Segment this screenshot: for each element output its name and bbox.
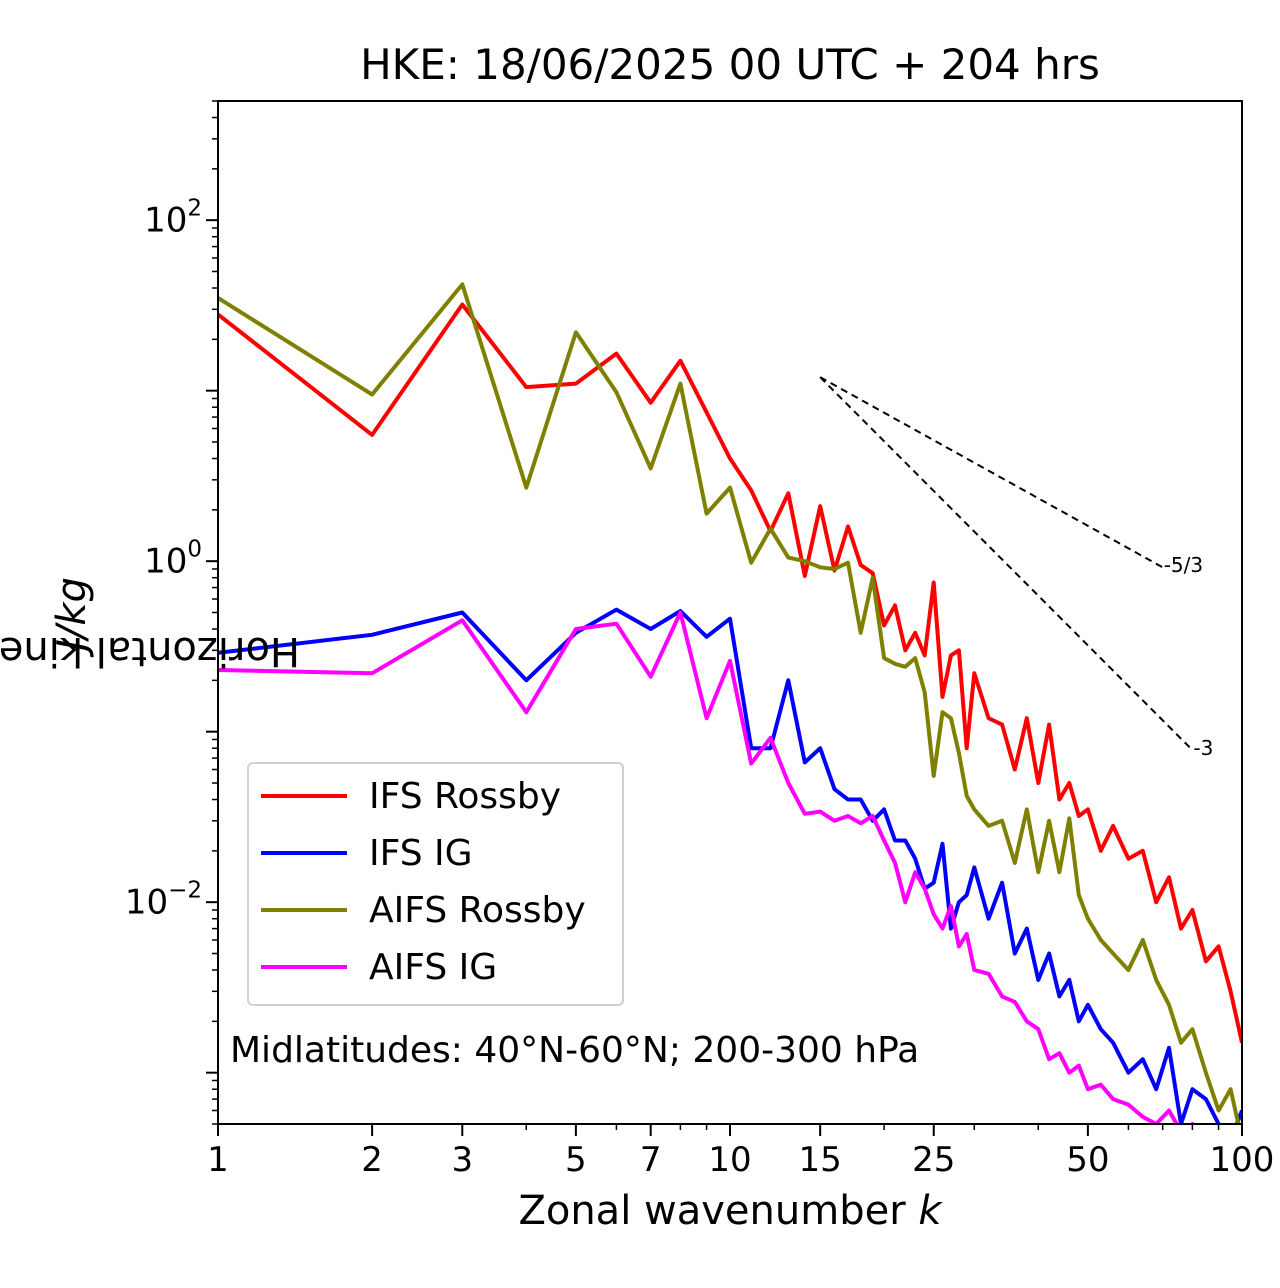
series-lines: [218, 282, 1242, 1124]
x-axis-label-var: k: [918, 1188, 942, 1234]
y-tick-label: 102: [144, 195, 202, 241]
reference-slopes: [819, 376, 1194, 751]
y-tick-label: 100: [144, 536, 202, 582]
x-tick-label: 10: [708, 1140, 752, 1180]
legend-item-ifs-rossby: IFS Rossby: [261, 775, 562, 817]
plot-frame: [217, 100, 1243, 1125]
legend-label: IFS Rossby: [369, 775, 562, 817]
slope-label: -3: [1193, 736, 1214, 761]
x-tick-label: 1: [207, 1140, 229, 1180]
legend-label: AIFS IG: [369, 946, 498, 988]
slope-label: -5/3: [1163, 553, 1204, 578]
x-tick-label: 3: [451, 1140, 474, 1180]
x-tick-label: 15: [798, 1140, 842, 1180]
series-line-ifs-ig: [218, 607, 1242, 1124]
reference-slope-line: [819, 376, 1164, 569]
x-tick-label: 7: [639, 1140, 662, 1180]
x-axis-label: Zonal wavenumber k: [218, 1188, 1242, 1234]
legend-label: AIFS Rossby: [369, 889, 586, 931]
x-axis-label-text: Zonal wavenumber: [518, 1188, 906, 1234]
legend-swatch: [261, 965, 347, 969]
legend-label: IFS IG: [369, 832, 473, 874]
series-line-aifs-rossby: [218, 282, 1241, 1124]
x-tick-label: 50: [1066, 1140, 1110, 1180]
x-tick-label: 5: [565, 1140, 587, 1180]
chart-title: HKE: 18/06/2025 00 UTC + 204 hrs: [360, 40, 1100, 89]
legend-item-ifs-ig: IFS IG: [261, 832, 473, 874]
reference-slope-line: [819, 376, 1194, 751]
y-tick-label: 10−2: [124, 877, 202, 923]
legend: IFS Rossby IFS IG AIFS Rossby AIFS IG: [247, 762, 624, 1006]
region-annotation: Midlatitudes: 40°N-60°N; 200-300 hPa: [230, 1030, 920, 1071]
legend-item-aifs-ig: AIFS IG: [261, 946, 498, 988]
legend-swatch: [261, 908, 347, 912]
x-tick-label: 2: [361, 1140, 383, 1180]
legend-swatch: [261, 851, 347, 855]
y-axis-label-text: Horizontal kinetic energy: [0, 627, 301, 674]
series-line-ifs-rossby: [218, 302, 1242, 1044]
legend-item-aifs-rossby: AIFS Rossby: [261, 889, 586, 931]
series-line-aifs-ig: [218, 610, 1195, 1124]
legend-swatch: [261, 794, 347, 798]
x-tick-label: 25: [912, 1140, 956, 1180]
x-tick-label: 100: [1209, 1140, 1275, 1180]
